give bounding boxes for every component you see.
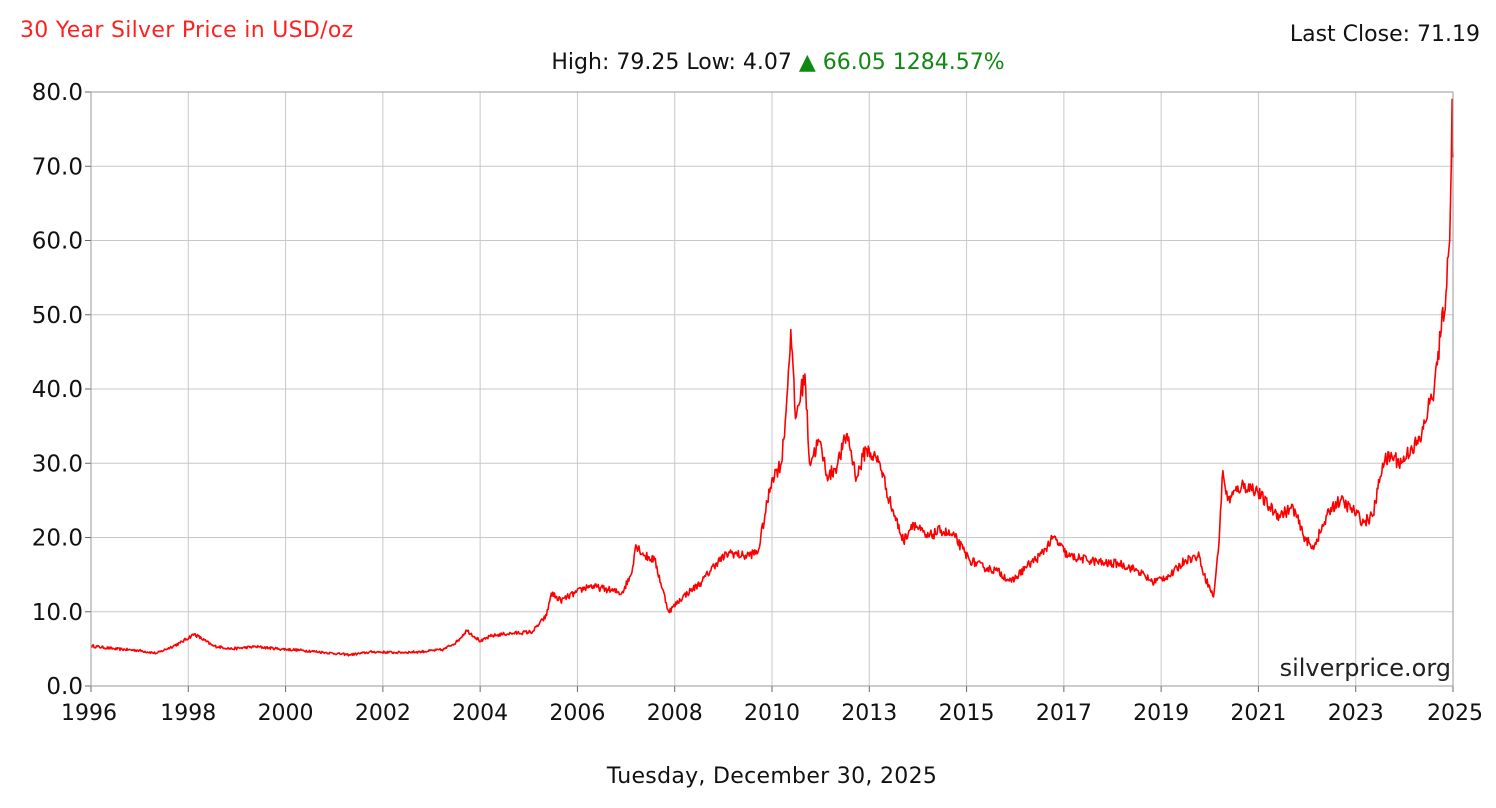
x-tick-label: 2023: [1328, 701, 1384, 726]
x-tick-label: 2017: [1036, 701, 1092, 726]
x-tick-label: 2010: [744, 701, 800, 726]
y-tick-label: 30.0: [32, 451, 83, 477]
change-up-arrow-icon: ▲: [798, 50, 816, 75]
x-tick-label: 2008: [647, 701, 703, 726]
x-tick-label: 2025: [1427, 701, 1483, 726]
price-series-line: [90, 98, 1454, 657]
date-label: Tuesday, December 30, 2025: [606, 764, 938, 789]
high-low-label: High: 79.25 Low: 4.07: [551, 50, 792, 75]
chart-title: 30 Year Silver Price in USD/oz: [20, 18, 354, 43]
x-tick-label: 2004: [452, 701, 508, 726]
y-tick-label: 80.0: [32, 80, 83, 106]
x-tick-label: 2019: [1133, 701, 1189, 726]
y-tick-label: 70.0: [32, 154, 83, 180]
x-tick-label: 2006: [549, 701, 605, 726]
last-close-label: Last Close: 71.19: [1289, 22, 1480, 47]
price-summary: High: 79.25 Low: 4.07 ▲ 66.05 1284.57%: [0, 50, 1496, 75]
x-axis: 1996 1998 2000 2002 2004 2006 2008 2010 2013 2015…: [61, 686, 1483, 726]
x-tick-label: 1998: [160, 701, 216, 726]
y-tick-label: 50.0: [32, 303, 83, 329]
x-tick-label: 2002: [355, 701, 411, 726]
y-tick-label: 10.0: [32, 600, 83, 626]
y-axis: 0.0 10.0 20.0 30.0 40.0 50.0 60.0 70.0 80.0: [32, 80, 91, 700]
x-tick-label: 1996: [61, 701, 117, 726]
plot-frame: [90, 91, 1454, 687]
x-tick-label: 2021: [1230, 701, 1286, 726]
y-tick-label: 40.0: [32, 377, 83, 403]
x-tick-label: 2015: [939, 701, 995, 726]
y-tick-label: 0.0: [46, 674, 83, 700]
x-tick-label: 2013: [841, 701, 897, 726]
y-tick-label: 60.0: [32, 229, 83, 255]
change-percent: 1284.57%: [892, 50, 1005, 75]
grid: [90, 91, 1454, 687]
change-value: 66.05: [822, 50, 886, 75]
watermark: silverprice.org: [1280, 654, 1451, 682]
y-tick-label: 20.0: [32, 526, 83, 552]
x-tick-label: 2000: [258, 701, 314, 726]
